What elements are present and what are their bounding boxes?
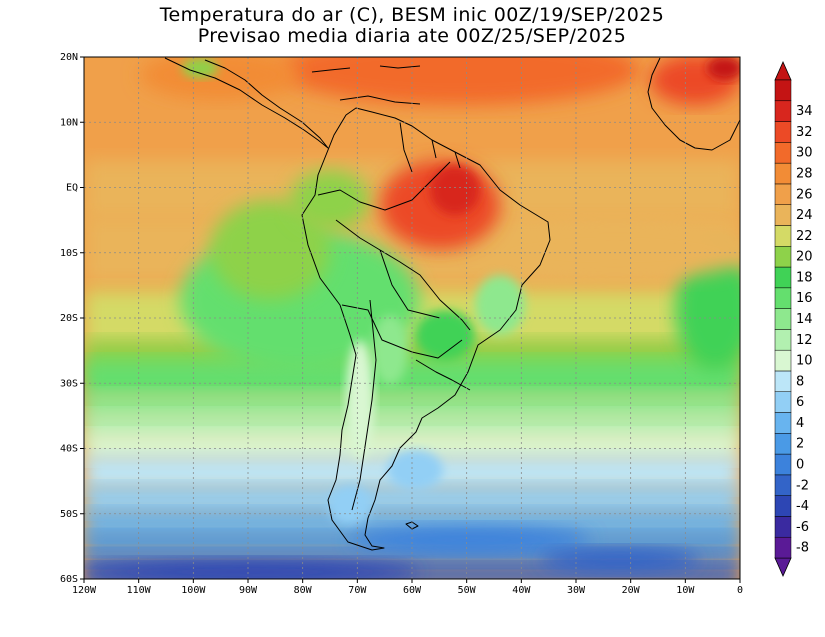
lon-tick-label: 70W [348, 585, 367, 596]
lon-tick-label: 100W [181, 585, 206, 596]
colorbar-swatch [774, 121, 792, 143]
colorbar-swatch [774, 225, 792, 247]
coastlines [164, 57, 740, 551]
colorbar-swatch [774, 266, 792, 289]
colorbar-label: 30 [796, 146, 813, 161]
lon-tick-label: 50W [458, 585, 477, 596]
colorbar-label: 26 [796, 187, 813, 202]
lon-tick-label: 80W [294, 585, 313, 596]
colorbar-label: 14 [796, 312, 813, 327]
colorbar-swatch [774, 162, 792, 185]
lat-axis: 20N 10N EQ 10S 20S 30S 40S 50S 60S [60, 52, 84, 585]
colorbar-label: -2 [796, 478, 809, 493]
colorbar-label: -8 [796, 541, 809, 556]
lon-axis: 120W 110W 100W 90W 80W 70W 60W 50W 40W 30W 20W 10W 0 [72, 579, 743, 596]
lat-tick-label: 10S [60, 248, 78, 259]
lon-tick-label: 60W [403, 585, 422, 596]
colorbar-label: 0 [796, 457, 804, 472]
colorbar-swatch [774, 142, 792, 164]
colorbar-label: 2 [796, 437, 804, 452]
colorbar-swatch [774, 100, 792, 122]
colorbar-label: 16 [796, 291, 813, 306]
colorbar-swatch [774, 287, 792, 309]
colorbar-swatch [774, 329, 792, 351]
colorbar-label: 4 [796, 416, 804, 431]
colorbar-swatch [774, 204, 792, 226]
lat-tick-label: 50S [60, 509, 78, 520]
lat-tick-label: 20S [60, 313, 78, 324]
central-america-coastline [164, 57, 329, 149]
colorbar-label: 6 [796, 395, 804, 410]
lon-tick-label: 30W [567, 585, 586, 596]
colorbar-swatch [774, 516, 792, 538]
colorbar-label: 28 [796, 167, 813, 182]
colorbar-label: -4 [796, 499, 809, 514]
colorbar-swatch [774, 308, 792, 330]
colorbar-swatch [774, 79, 792, 102]
lon-tick-label: 40W [512, 585, 531, 596]
colorbar-swatch [774, 391, 792, 413]
lat-tick-label: 20N [60, 52, 78, 63]
falklands-coastline [405, 521, 419, 530]
lat-tick-label: 60S [60, 574, 78, 585]
colorbar-swatch [774, 536, 792, 559]
colorbar-label: -6 [796, 520, 809, 535]
title-line-2: Previsao media diaria ate 00Z/25/SEP/202… [198, 25, 627, 47]
lon-tick-label: 90W [239, 585, 258, 596]
country-borders [317, 121, 471, 511]
colorbar-label: 18 [796, 270, 813, 285]
lat-tick-label: 10N [60, 117, 78, 128]
colorbar-label: 24 [796, 208, 813, 223]
colorbar-swatch [774, 246, 792, 268]
graticule [84, 57, 740, 579]
south-america-coastline [301, 107, 551, 551]
colorbar-label: 8 [796, 374, 804, 389]
lon-tick-label: 10W [676, 585, 695, 596]
colorbar-label: 32 [796, 125, 813, 140]
colorbar-swatch [774, 474, 792, 496]
lon-tick-label: 110W [127, 585, 152, 596]
colorbar-label: 20 [796, 250, 813, 265]
caribbean-coastline [311, 65, 421, 105]
africa-coastline [647, 57, 740, 151]
colorbar-min-arrow [774, 557, 792, 577]
colorbar-swatch [774, 495, 792, 517]
lon-tick-label: 0 [737, 585, 743, 596]
colorbar-swatch [774, 349, 792, 372]
colorbar-swatch [774, 433, 792, 455]
temperature-field [84, 57, 740, 579]
colorbar-label: 10 [796, 354, 813, 369]
lat-tick-label: 30S [60, 378, 78, 389]
colorbar-max-arrow [774, 61, 792, 81]
colorbar-swatch [774, 453, 792, 476]
lat-tick-label: EQ [66, 183, 78, 194]
colorbar-label: 12 [796, 333, 813, 348]
colorbar-swatch [774, 183, 792, 205]
lon-tick-label: 20W [622, 585, 641, 596]
lat-tick-label: 40S [60, 444, 78, 455]
lon-tick-label: 120W [72, 585, 97, 596]
colorbar-swatch [774, 412, 792, 434]
colorbar-label: 34 [796, 104, 813, 119]
colorbar-label: 22 [796, 229, 813, 244]
colorbar-swatch [774, 370, 792, 392]
title-line-1: Temperatura do ar (C), BESM inic 00Z/19/… [159, 4, 664, 26]
